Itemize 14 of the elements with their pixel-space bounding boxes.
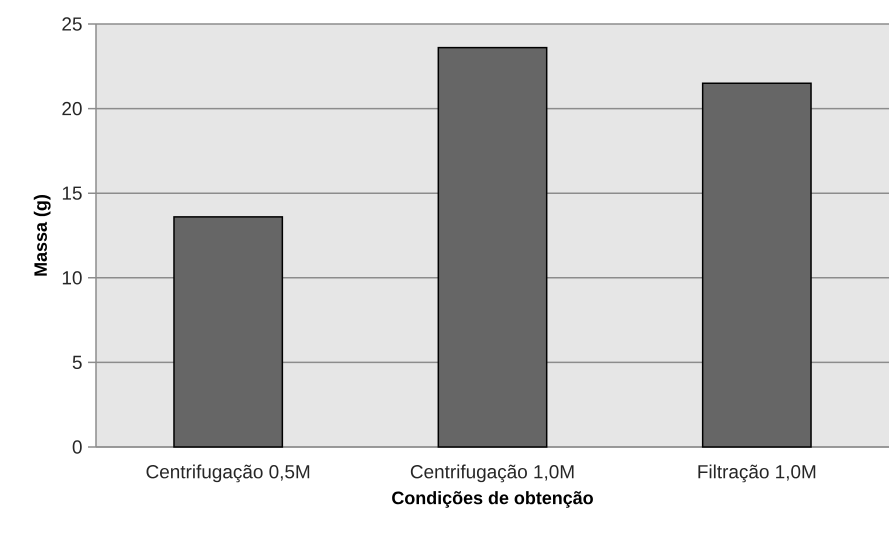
y-tick-label: 5 <box>72 356 82 370</box>
y-axis-title: Massa (g) <box>34 195 51 276</box>
y-tick-label: 10 <box>62 271 82 284</box>
bar <box>173 216 284 448</box>
bar <box>702 82 812 448</box>
y-tick-label: 15 <box>62 186 82 200</box>
y-tick-label: 0 <box>72 440 82 454</box>
y-tick-label: 20 <box>62 102 82 116</box>
x-tick-label: Centrifugação 1,0M <box>410 464 574 482</box>
x-tick-label: Centrifugação 0,5M <box>146 464 310 482</box>
x-tick-label: Filtração 1,0M <box>698 464 816 482</box>
bar <box>438 46 548 448</box>
y-tick-label: 25 <box>62 17 82 31</box>
x-axis-title: Condições de obtenção <box>392 491 593 508</box>
